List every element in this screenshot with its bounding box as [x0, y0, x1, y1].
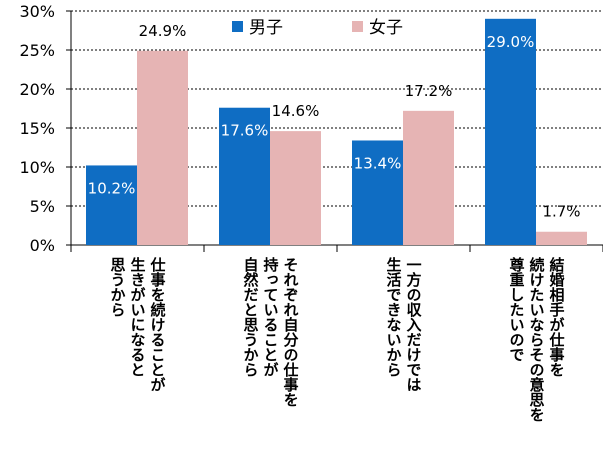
data-label: 17.6% [221, 122, 269, 140]
legend-label: 女子 [369, 18, 403, 38]
legend-label: 男子 [249, 18, 283, 38]
bar-male [485, 18, 536, 245]
x-tick-label: 仕事を続けることが 生きがいになると 思うから [108, 257, 167, 392]
x-tick-label: 結婚相手が仕事を 続けたいならその意思を 尊重したいので [507, 257, 566, 422]
data-label: 17.2% [405, 82, 453, 100]
legend-swatch [232, 21, 243, 32]
data-label: 29.0% [487, 33, 535, 51]
bar-female [270, 131, 321, 245]
bar-female [137, 50, 188, 245]
bar-male [352, 140, 403, 245]
bar-female [536, 231, 587, 245]
bar-male [219, 107, 270, 245]
y-tick-label: 15% [19, 119, 55, 138]
y-tick-label: 5% [30, 197, 55, 216]
y-tick-label: 20% [19, 80, 55, 99]
y-tick-label: 25% [19, 41, 55, 60]
y-tick-label: 30% [19, 2, 55, 21]
y-tick-label: 0% [30, 236, 55, 255]
data-label: 13.4% [354, 154, 402, 172]
x-tick-label: 一方の収入だけでは 生活できないから [384, 257, 423, 392]
legend-swatch [352, 21, 363, 32]
y-tick-label: 10% [19, 158, 55, 177]
data-label: 1.7% [542, 203, 580, 221]
data-label: 14.6% [272, 102, 320, 120]
x-tick-label: それぞれ自分の仕事を 持っていることが 自然だと思うから [241, 257, 300, 407]
data-label: 24.9% [139, 22, 187, 40]
bar-male [86, 165, 137, 245]
data-label: 10.2% [88, 179, 136, 197]
bar-female [403, 110, 454, 245]
